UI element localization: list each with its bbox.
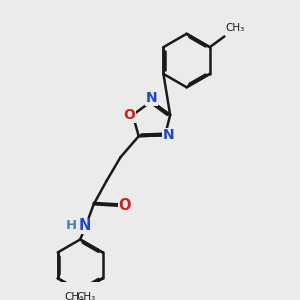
Text: CH₃: CH₃ [64,292,84,300]
Text: O: O [123,108,135,122]
Text: CH₃: CH₃ [77,292,96,300]
Text: N: N [146,91,157,105]
Text: N: N [79,218,92,233]
Text: CH₃: CH₃ [226,23,245,33]
Text: N: N [163,128,174,142]
Text: O: O [118,198,131,213]
Text: H: H [66,220,77,232]
